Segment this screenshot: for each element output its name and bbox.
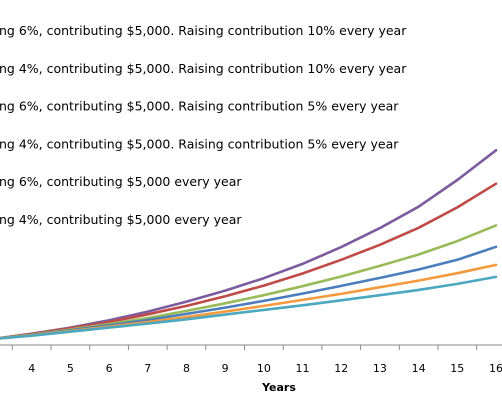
legend-entry: ng 6%, contributing $5,000. Raising cont… xyxy=(0,99,399,114)
x-tick-label: 6 xyxy=(106,362,113,375)
x-tick-label: 15 xyxy=(450,362,464,375)
x-tick-label: 16 xyxy=(489,362,502,375)
x-tick-label: 12 xyxy=(334,362,348,375)
legend-entry: ng 4%, contributing $5,000. Raising cont… xyxy=(0,136,399,151)
legend-entry: ng 4%, contributing $5,000 every year xyxy=(0,212,242,227)
x-tick-label: 10 xyxy=(257,362,271,375)
x-axis-ticks xyxy=(11,345,478,350)
x-tick-label: 4 xyxy=(28,362,35,375)
x-tick-label: 9 xyxy=(222,362,229,375)
series-line xyxy=(0,182,498,340)
legend-entry: ng 6%, contributing $5,000 every year xyxy=(0,174,242,189)
x-tick-label: 13 xyxy=(373,362,387,375)
x-tick-label: 14 xyxy=(412,362,426,375)
legend: ng 6%, contributing $5,000. Raising cont… xyxy=(0,23,407,227)
x-tick-label: 8 xyxy=(183,362,190,375)
x-axis-tick-labels: 4 5 6 7 8 9 10 11 12 13 14 15 16 xyxy=(28,362,502,375)
x-axis-title: Years xyxy=(261,381,296,394)
legend-entry: ng 4%, contributing $5,000. Raising cont… xyxy=(0,61,407,76)
x-tick-label: 7 xyxy=(144,362,151,375)
series-line xyxy=(0,275,498,340)
legend-entry: ng 6%, contributing $5,000. Raising cont… xyxy=(0,23,407,38)
plot-lines xyxy=(0,149,498,340)
x-tick-label: 5 xyxy=(67,362,74,375)
x-tick-label: 11 xyxy=(296,362,310,375)
series-line xyxy=(0,245,498,340)
